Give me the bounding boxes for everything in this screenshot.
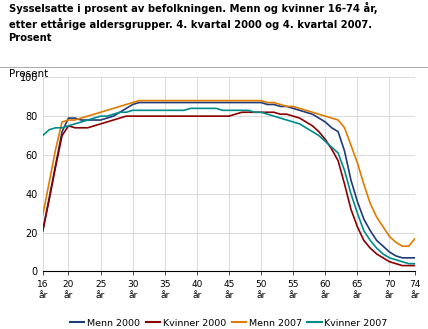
Legend: Menn 2000, Kvinner 2000, Menn 2007, Kvinner 2007: Menn 2000, Kvinner 2000, Menn 2007, Kvin… xyxy=(66,315,392,329)
Text: Prosent: Prosent xyxy=(9,69,48,79)
Text: Sysselsatte i prosent av befolkningen. Menn og kvinner 16-74 år,
etter ettårige : Sysselsatte i prosent av befolkningen. M… xyxy=(9,2,377,43)
